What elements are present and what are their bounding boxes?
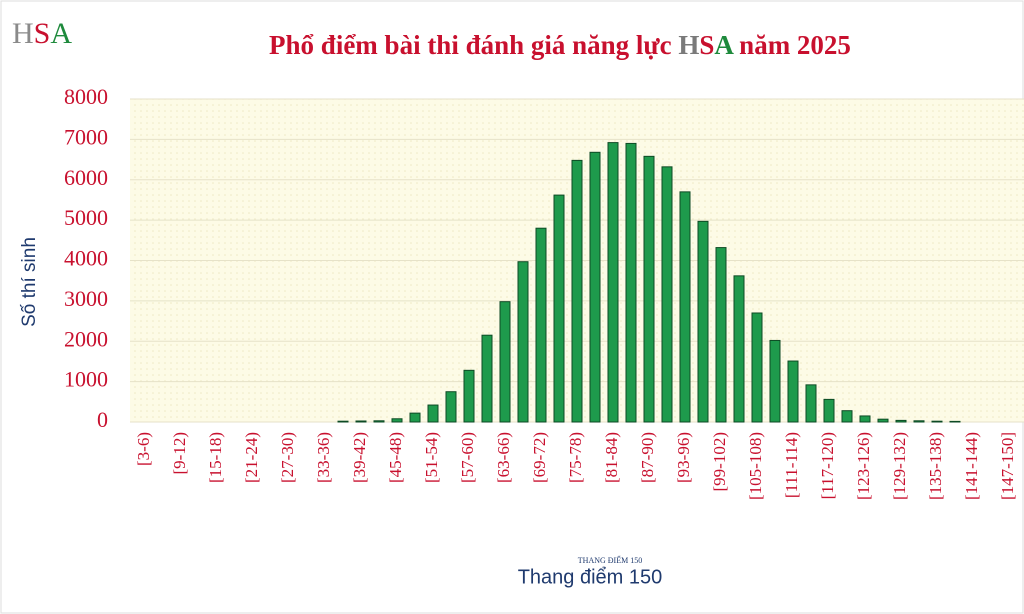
bar xyxy=(463,369,475,423)
x-tick-label: [27-30) xyxy=(278,432,297,483)
bar xyxy=(733,275,745,423)
x-tick-label: [123-126) xyxy=(854,432,873,500)
bar xyxy=(787,360,799,423)
bar xyxy=(589,151,601,423)
bar xyxy=(373,420,385,423)
x-tick-label: [21-24) xyxy=(242,432,261,483)
bar xyxy=(895,419,907,423)
bar xyxy=(643,155,655,423)
watermark: THANG ĐIỂM 150 xyxy=(578,555,642,565)
x-tick-label: [135-138) xyxy=(926,432,945,500)
x-tick-label: [111-114) xyxy=(782,432,801,498)
bar xyxy=(841,410,853,423)
x-tick-label: [9-12) xyxy=(170,432,189,474)
bar xyxy=(553,194,565,423)
bar xyxy=(337,420,349,423)
x-tick-label: [33-36) xyxy=(314,432,333,483)
x-tick-label: [87-90) xyxy=(638,432,657,483)
y-tick-label: 1000 xyxy=(64,367,108,392)
x-tick-label: [15-18) xyxy=(206,432,225,483)
y-tick-label: 4000 xyxy=(64,246,108,271)
x-tick-label: [81-84) xyxy=(602,432,621,483)
chart-title: Phổ điểm bài thi đánh giá năng lực HSA n… xyxy=(269,30,851,60)
y-tick-label: 2000 xyxy=(64,326,108,351)
x-tick-label: [45-48) xyxy=(386,432,405,483)
x-tick-label: [3-6) xyxy=(134,432,153,466)
x-tick-label: [129-132) xyxy=(890,432,909,500)
bar xyxy=(823,398,835,423)
x-tick-label: [57-60) xyxy=(458,432,477,483)
bar xyxy=(697,220,709,423)
bar xyxy=(751,312,763,423)
bar xyxy=(355,420,367,423)
bar xyxy=(427,404,439,423)
bar xyxy=(661,166,673,423)
x-tick-label: [69-72) xyxy=(530,432,549,483)
x-tick-label: [141-144) xyxy=(962,432,981,500)
logo: HSA xyxy=(12,17,72,50)
bar xyxy=(391,418,403,423)
x-tick-label: [75-78) xyxy=(566,432,585,483)
y-tick-label: 5000 xyxy=(64,205,108,230)
x-tick-label: [117-120) xyxy=(818,432,837,499)
bar xyxy=(913,420,925,423)
bar xyxy=(445,391,457,423)
y-axis-title: Số thí sinh xyxy=(19,237,40,327)
x-tick-label: [63-66) xyxy=(494,432,513,483)
bar xyxy=(535,227,547,423)
bar xyxy=(715,247,727,423)
bar xyxy=(877,418,889,423)
bar xyxy=(679,191,691,423)
y-tick-label: 7000 xyxy=(64,124,108,149)
bar xyxy=(607,142,619,423)
y-tick-label: 6000 xyxy=(64,165,108,190)
x-tick-label: [147-150] xyxy=(998,432,1017,500)
y-tick-label: 8000 xyxy=(64,84,108,109)
bar xyxy=(805,384,817,423)
bar xyxy=(409,412,421,423)
bar xyxy=(931,420,943,423)
x-tick-label: [39-42) xyxy=(350,432,369,483)
x-axis-title: Thang điểm 150 xyxy=(518,566,663,588)
x-tick-label: [99-102) xyxy=(710,432,729,491)
bar xyxy=(499,301,511,423)
x-tick-label: [93-96) xyxy=(674,432,693,483)
bar xyxy=(517,261,529,423)
bar xyxy=(949,420,961,423)
y-tick-label: 0 xyxy=(97,407,108,432)
bar xyxy=(571,159,583,423)
bar xyxy=(481,334,493,423)
bar xyxy=(859,415,871,423)
x-tick-label: [51-54) xyxy=(422,432,441,483)
bar xyxy=(769,339,781,423)
x-tick-label: [105-108) xyxy=(746,432,765,500)
y-tick-label: 3000 xyxy=(64,286,108,311)
bar xyxy=(625,142,637,423)
